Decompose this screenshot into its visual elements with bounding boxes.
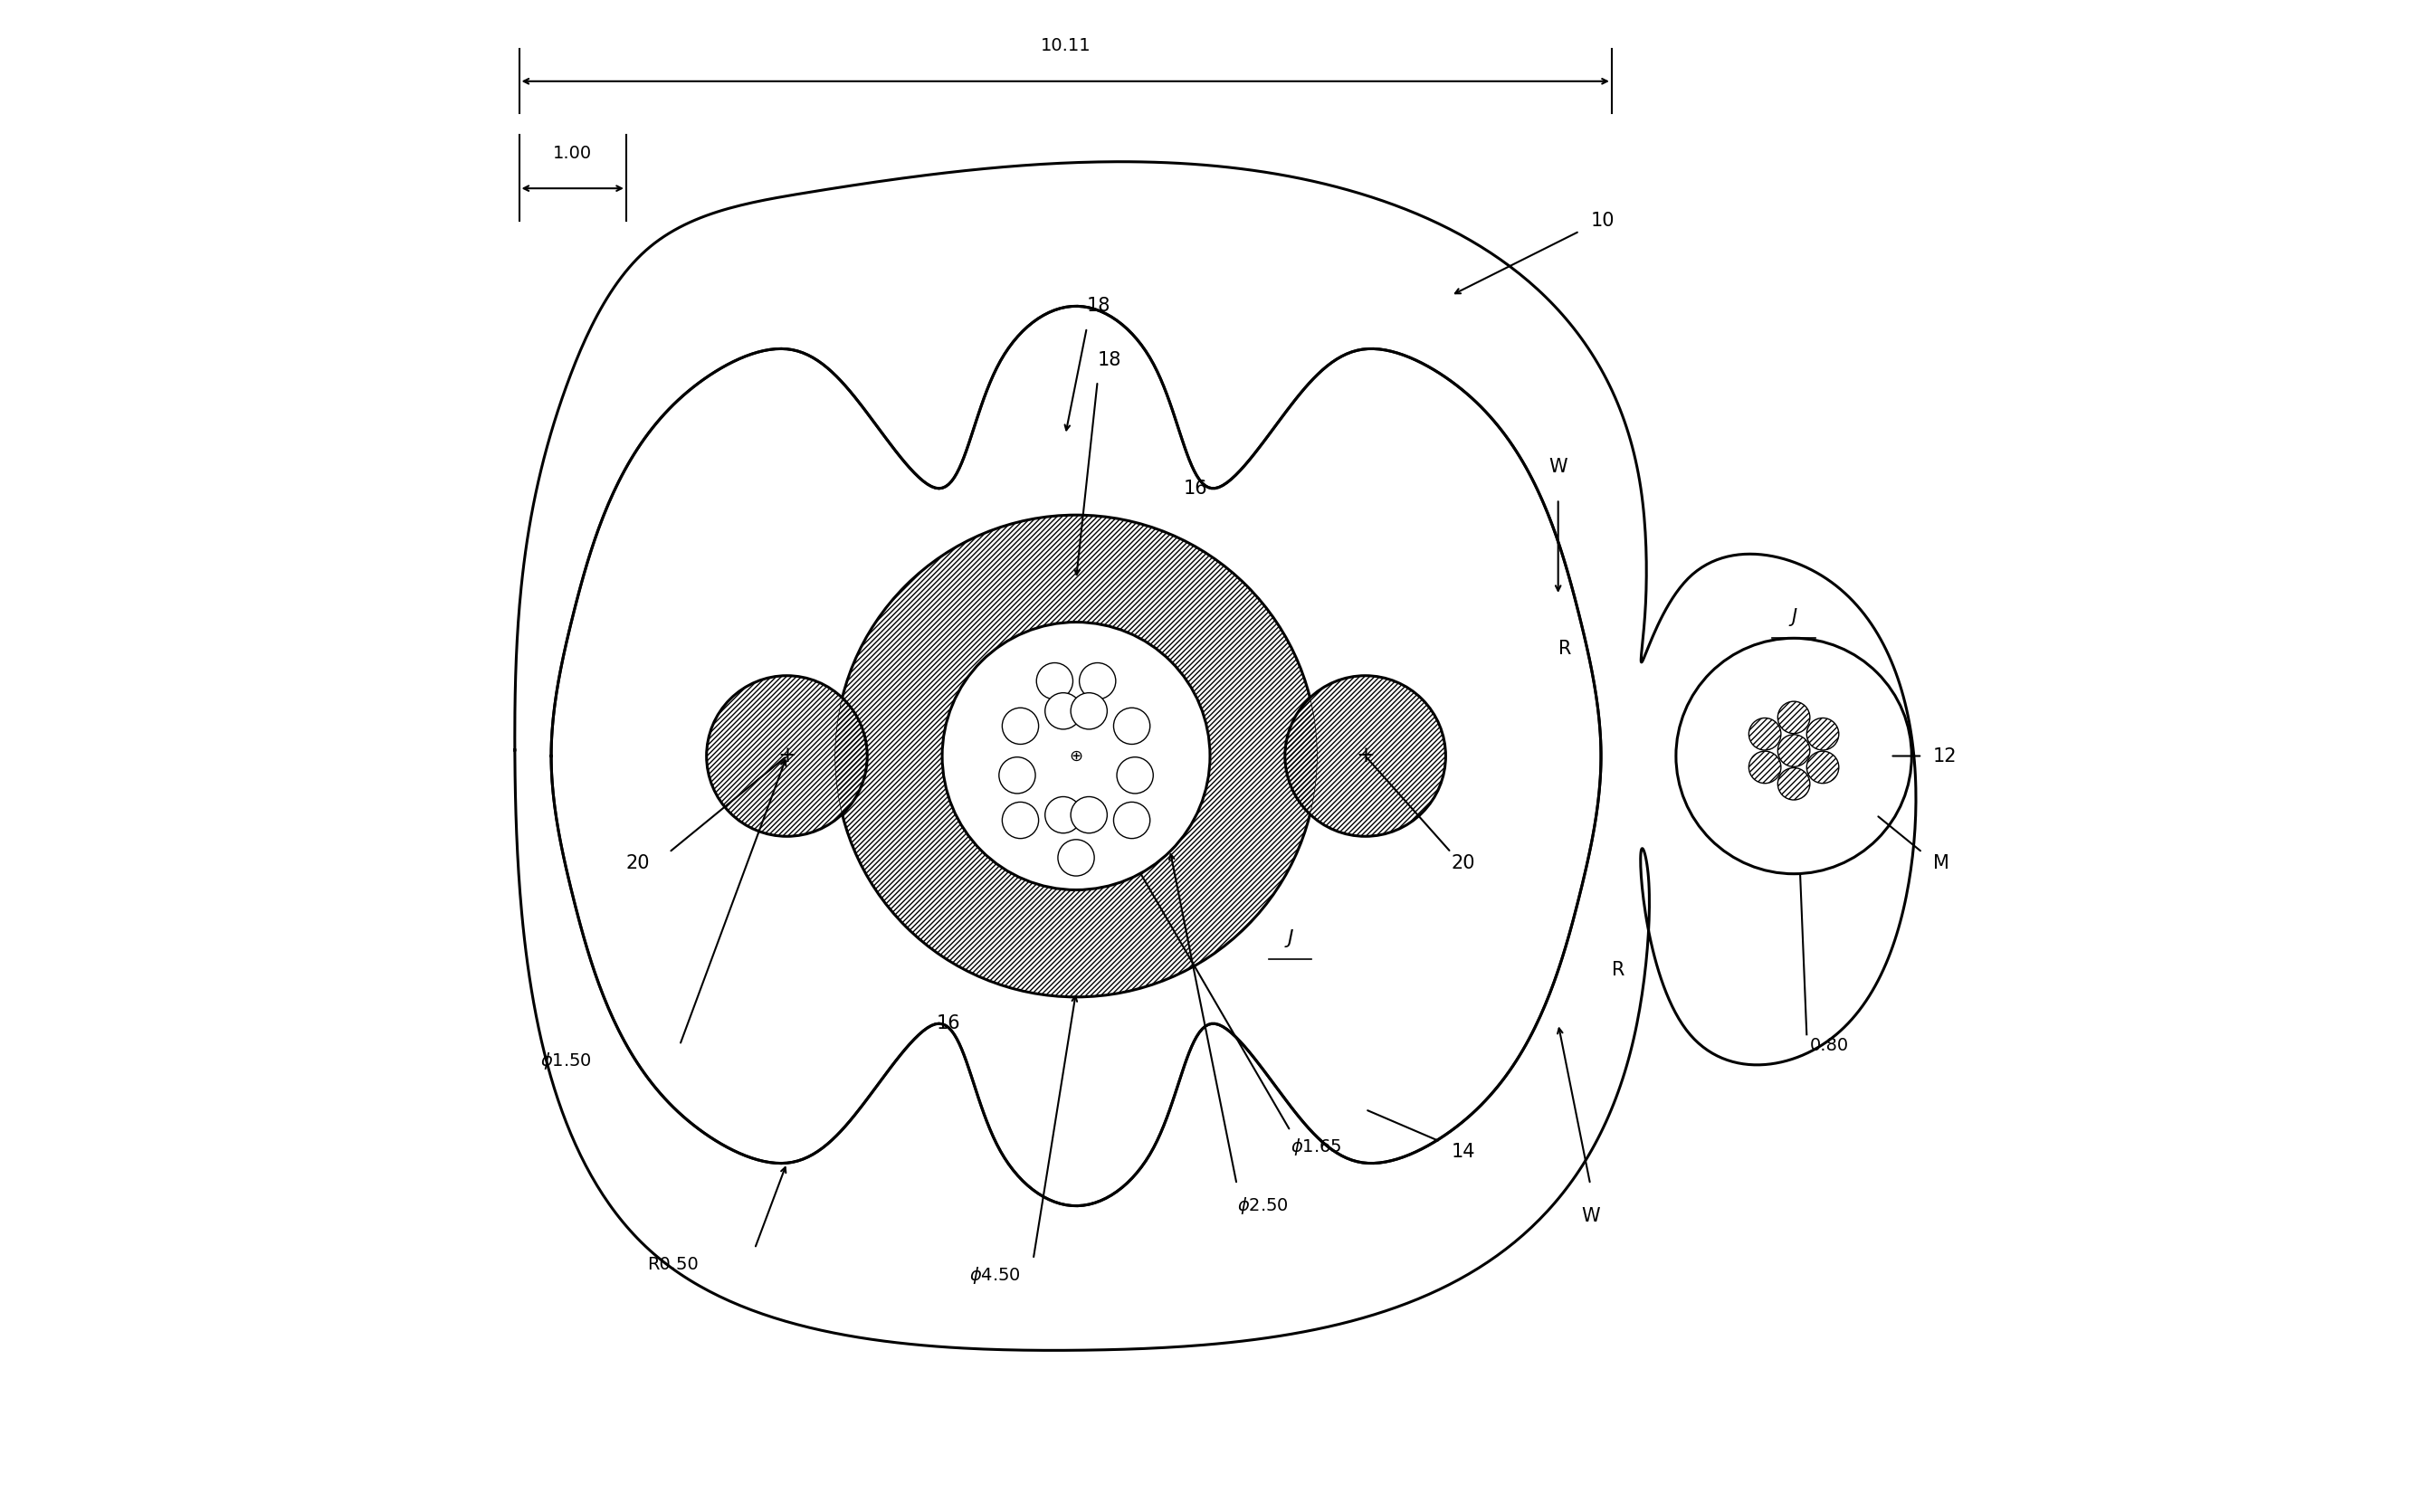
Text: W: W (1549, 458, 1568, 476)
Text: 0.80: 0.80 (1810, 1037, 1849, 1054)
Circle shape (1808, 751, 1839, 783)
Text: $\phi$4.50: $\phi$4.50 (968, 1266, 1021, 1285)
Text: M: M (1934, 854, 1948, 872)
Circle shape (1079, 662, 1116, 699)
Circle shape (1750, 751, 1781, 783)
Circle shape (1808, 718, 1839, 750)
Text: 20: 20 (1452, 854, 1476, 872)
Text: J: J (1791, 608, 1796, 626)
Text: 14: 14 (1452, 1143, 1476, 1161)
Circle shape (1113, 708, 1150, 744)
Text: 16: 16 (937, 1015, 961, 1033)
Circle shape (1285, 676, 1445, 836)
Circle shape (1677, 638, 1912, 874)
Circle shape (1045, 797, 1082, 833)
Circle shape (707, 676, 866, 836)
Text: R: R (1612, 962, 1624, 980)
Circle shape (1750, 718, 1781, 750)
Circle shape (1070, 692, 1108, 729)
Text: J: J (1287, 928, 1292, 947)
Text: +: + (1355, 745, 1375, 767)
Text: W: W (1580, 1208, 1600, 1226)
Text: $\oplus$: $\oplus$ (1070, 748, 1084, 764)
Circle shape (1070, 797, 1108, 833)
Text: R: R (1558, 640, 1571, 658)
Circle shape (1002, 708, 1038, 744)
Circle shape (1045, 692, 1082, 729)
Text: R0.50: R0.50 (649, 1256, 699, 1273)
Circle shape (999, 758, 1036, 794)
Circle shape (1002, 801, 1038, 839)
Text: 1.00: 1.00 (554, 144, 593, 162)
Circle shape (1779, 735, 1810, 767)
Circle shape (941, 621, 1210, 891)
Circle shape (1779, 768, 1810, 800)
Text: $\phi$1.50: $\phi$1.50 (540, 1051, 593, 1072)
Text: 12: 12 (1934, 747, 1958, 765)
Circle shape (1058, 839, 1094, 875)
Text: 18: 18 (1087, 298, 1111, 314)
Circle shape (1036, 662, 1072, 699)
Text: 20: 20 (627, 854, 651, 872)
Text: $\phi$1.65: $\phi$1.65 (1290, 1137, 1341, 1157)
Circle shape (1779, 702, 1810, 733)
Circle shape (1113, 801, 1150, 839)
Circle shape (835, 516, 1316, 996)
Text: 16: 16 (1183, 479, 1208, 497)
Text: $\phi$2.50: $\phi$2.50 (1237, 1196, 1287, 1216)
Text: 10.11: 10.11 (1041, 38, 1091, 54)
Text: +: + (777, 745, 796, 767)
Circle shape (1116, 758, 1154, 794)
Text: 10: 10 (1590, 212, 1614, 230)
Polygon shape (552, 307, 1602, 1205)
Text: 18: 18 (1099, 351, 1120, 369)
